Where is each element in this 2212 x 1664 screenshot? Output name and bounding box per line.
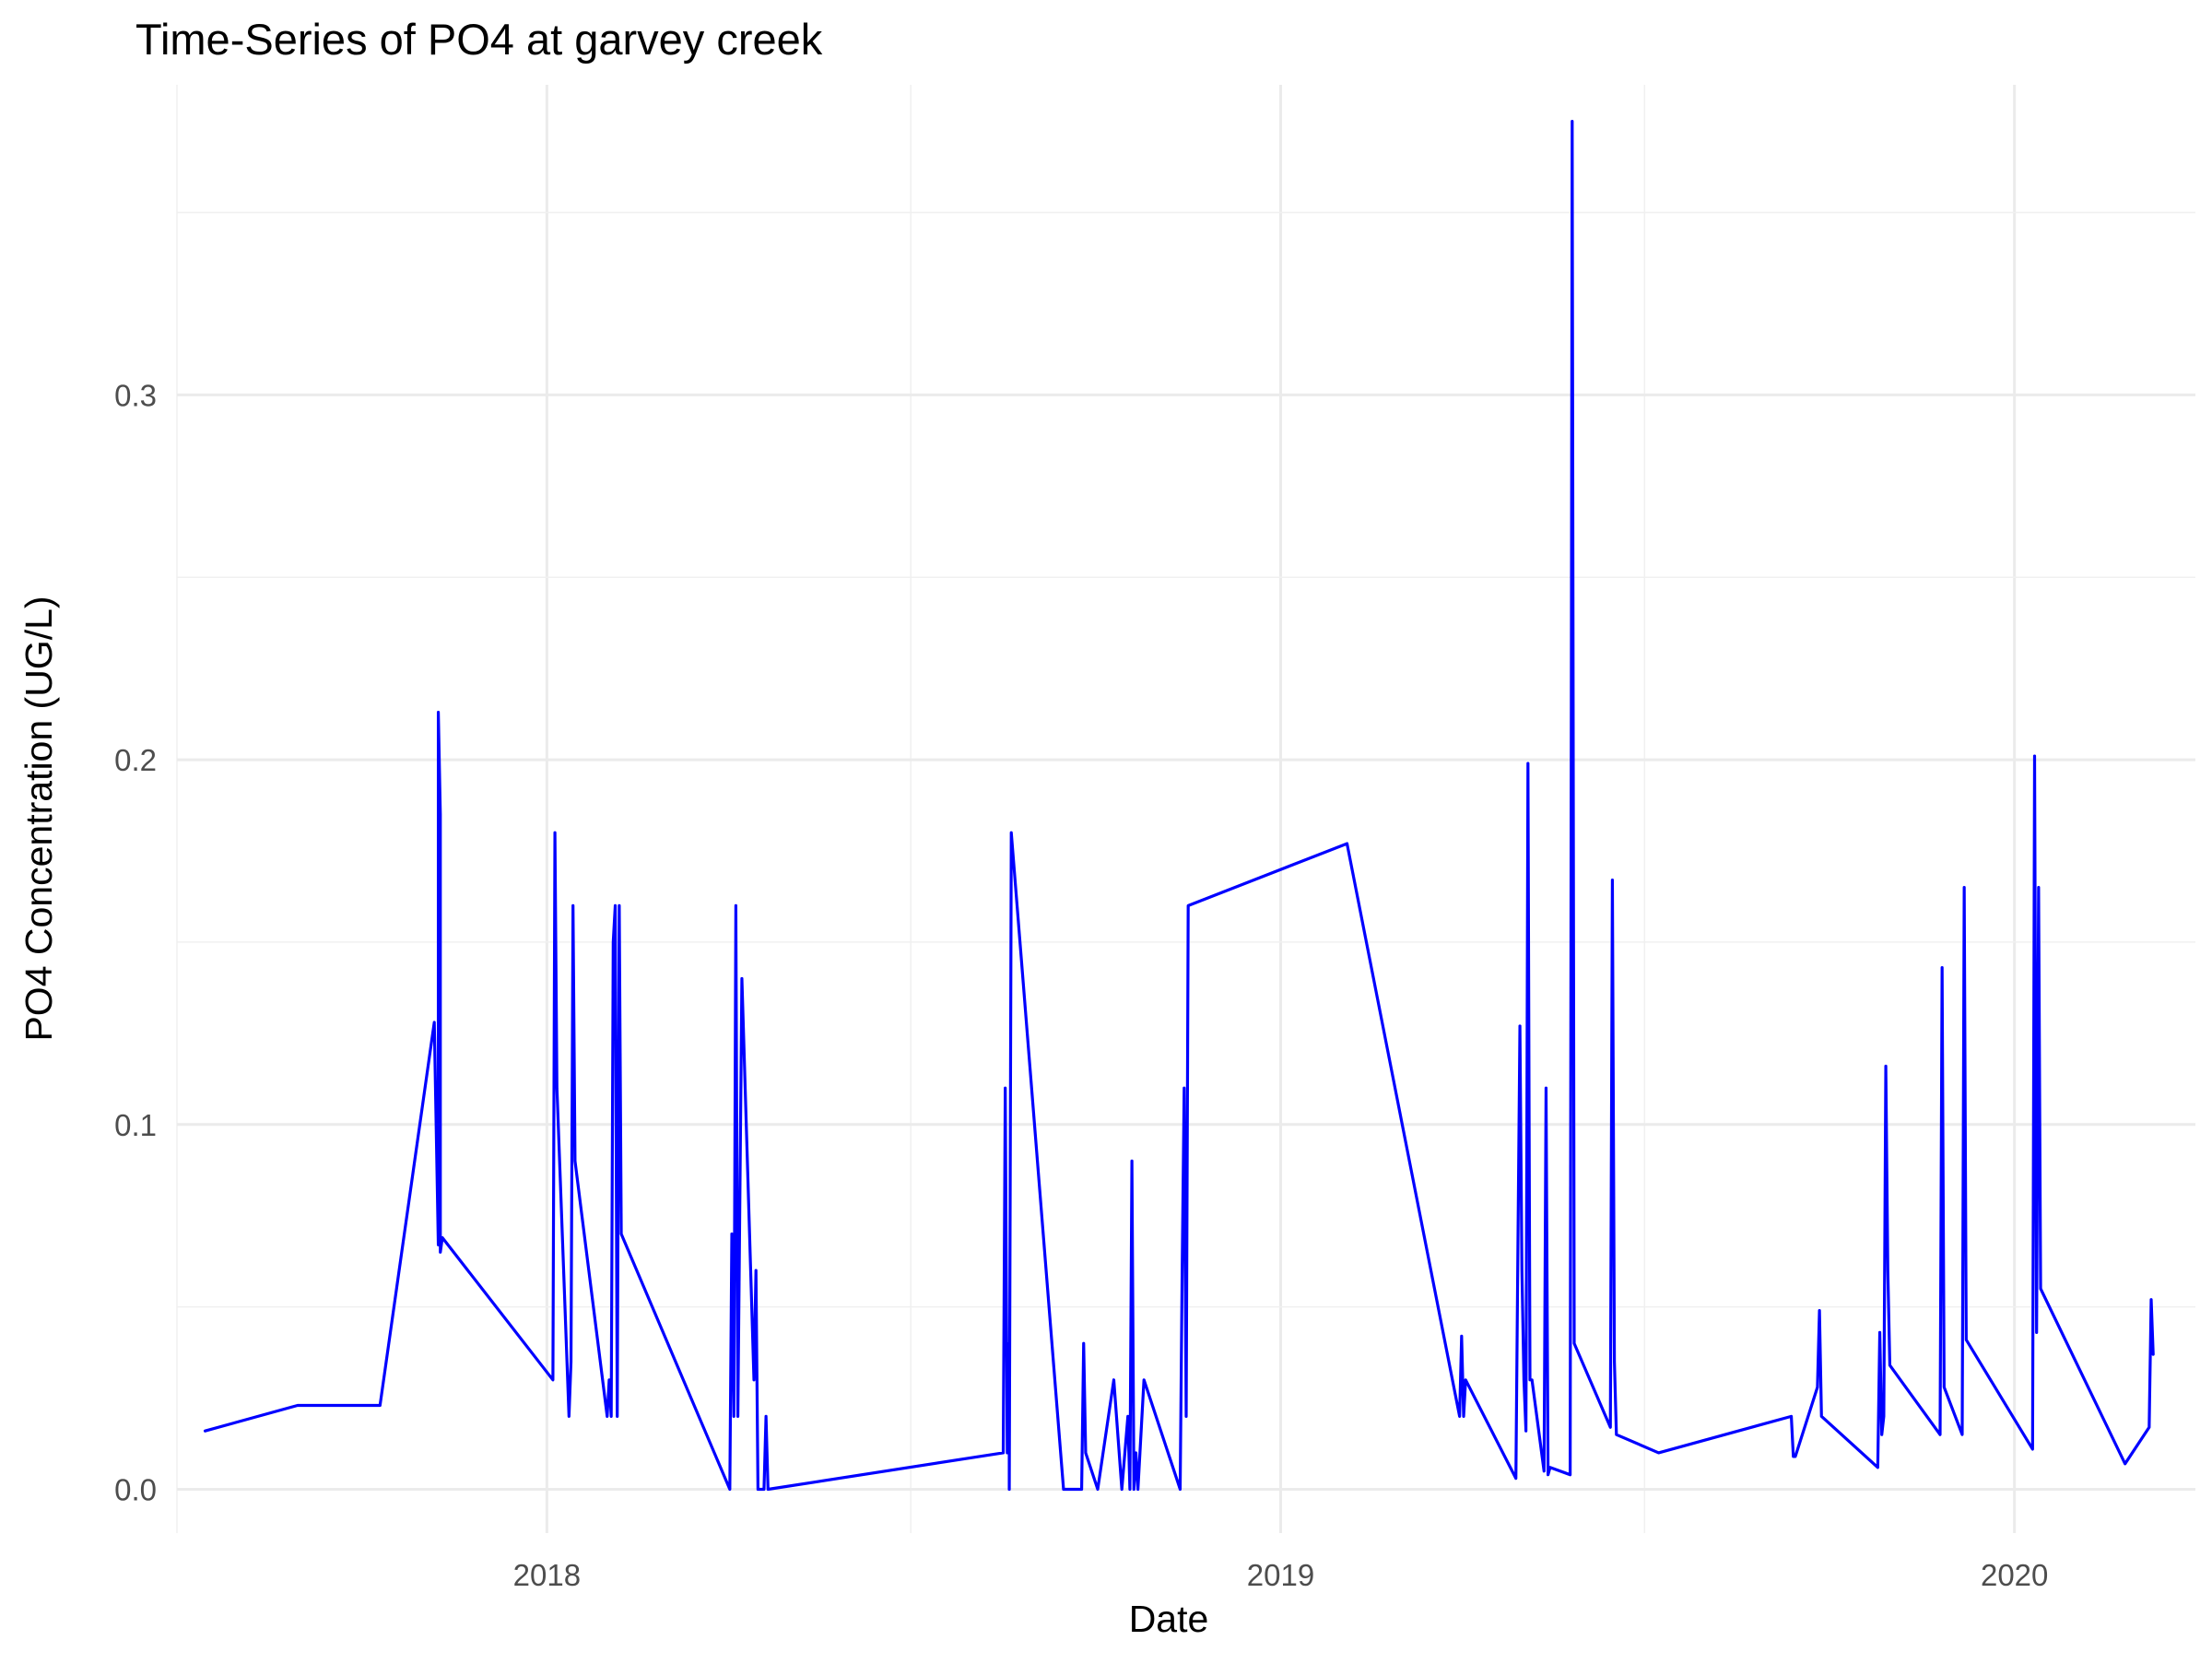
x-tick-label: 2018 [513, 1558, 581, 1592]
x-tick-label: 2019 [1247, 1558, 1314, 1592]
tick-labels: 2018 2019 2020 0.0 0.1 0.2 0.3 [114, 378, 2048, 1592]
y-axis-label: PO4 Concentration (UG/L) [18, 596, 60, 1041]
y-tick-label: 0.1 [114, 1108, 157, 1142]
series-line [203, 119, 2155, 1492]
y-tick-label: 0.3 [114, 378, 157, 412]
x-tick-label: 2020 [1981, 1558, 2048, 1592]
grid [176, 85, 2195, 1533]
y-tick-label: 0.2 [114, 743, 157, 777]
y-tick-label: 0.0 [114, 1473, 157, 1507]
data-line [203, 119, 2155, 1492]
x-axis-label: Date [1129, 1598, 1209, 1640]
chart-title: Time-Series of PO4 at garvey creek [135, 15, 823, 64]
